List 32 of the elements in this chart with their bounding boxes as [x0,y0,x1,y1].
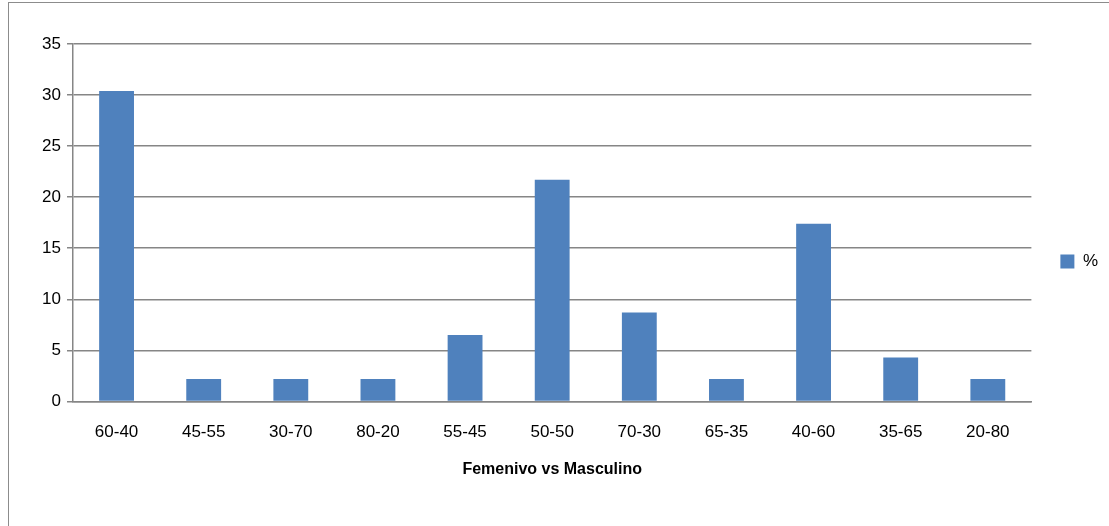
x-tick-label: 60-40 [94,422,139,442]
x-tick-label: 20-80 [966,422,1010,442]
y-tick-label: 0 [51,391,61,411]
bar [534,179,570,401]
legend-label: % [1082,251,1099,271]
y-tick-label: 5 [51,340,61,360]
bar [273,378,309,401]
bar [360,378,396,401]
y-tick-label: 15 [42,237,61,257]
bar [99,90,134,401]
bar [709,378,744,401]
y-tick-label: 35 [42,33,61,53]
bar [186,378,222,401]
bar [447,335,483,401]
x-tick-label: 50-50 [530,422,574,442]
bar [621,312,657,401]
bar [970,378,1006,401]
y-tick-label: 10 [42,288,61,308]
x-tick-label: 35-65 [878,422,923,442]
x-tick-label: 40-60 [791,422,836,442]
x-tick-label: 45-55 [181,422,226,442]
bar [883,357,919,401]
x-axis-title: Femenivo vs Masculino [462,459,643,477]
x-tick-label: 80-20 [356,422,400,442]
x-tick-label: 55-45 [443,422,487,442]
x-tick-label: 65-35 [704,422,749,442]
x-tick-label: 30-70 [269,422,313,442]
y-tick-label: 30 [42,84,61,104]
y-tick-label: 20 [42,186,61,206]
bar [796,223,831,401]
x-tick-label: 70-30 [617,422,662,442]
y-tick-label: 25 [42,135,61,155]
